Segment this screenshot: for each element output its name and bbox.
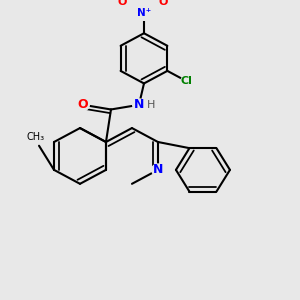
Circle shape xyxy=(139,8,149,18)
Circle shape xyxy=(181,76,192,86)
Text: O: O xyxy=(117,0,127,7)
Text: O: O xyxy=(78,98,88,111)
Text: CH₃: CH₃ xyxy=(27,132,45,142)
Circle shape xyxy=(160,0,172,7)
Circle shape xyxy=(133,99,145,111)
Text: O⁻: O⁻ xyxy=(158,0,174,7)
Circle shape xyxy=(77,99,89,111)
Text: N⁺: N⁺ xyxy=(137,8,151,18)
Text: N: N xyxy=(134,98,144,111)
Text: H: H xyxy=(147,100,155,110)
Text: Cl: Cl xyxy=(181,76,192,86)
Circle shape xyxy=(152,164,164,176)
Text: N: N xyxy=(153,164,163,176)
Circle shape xyxy=(116,0,128,7)
